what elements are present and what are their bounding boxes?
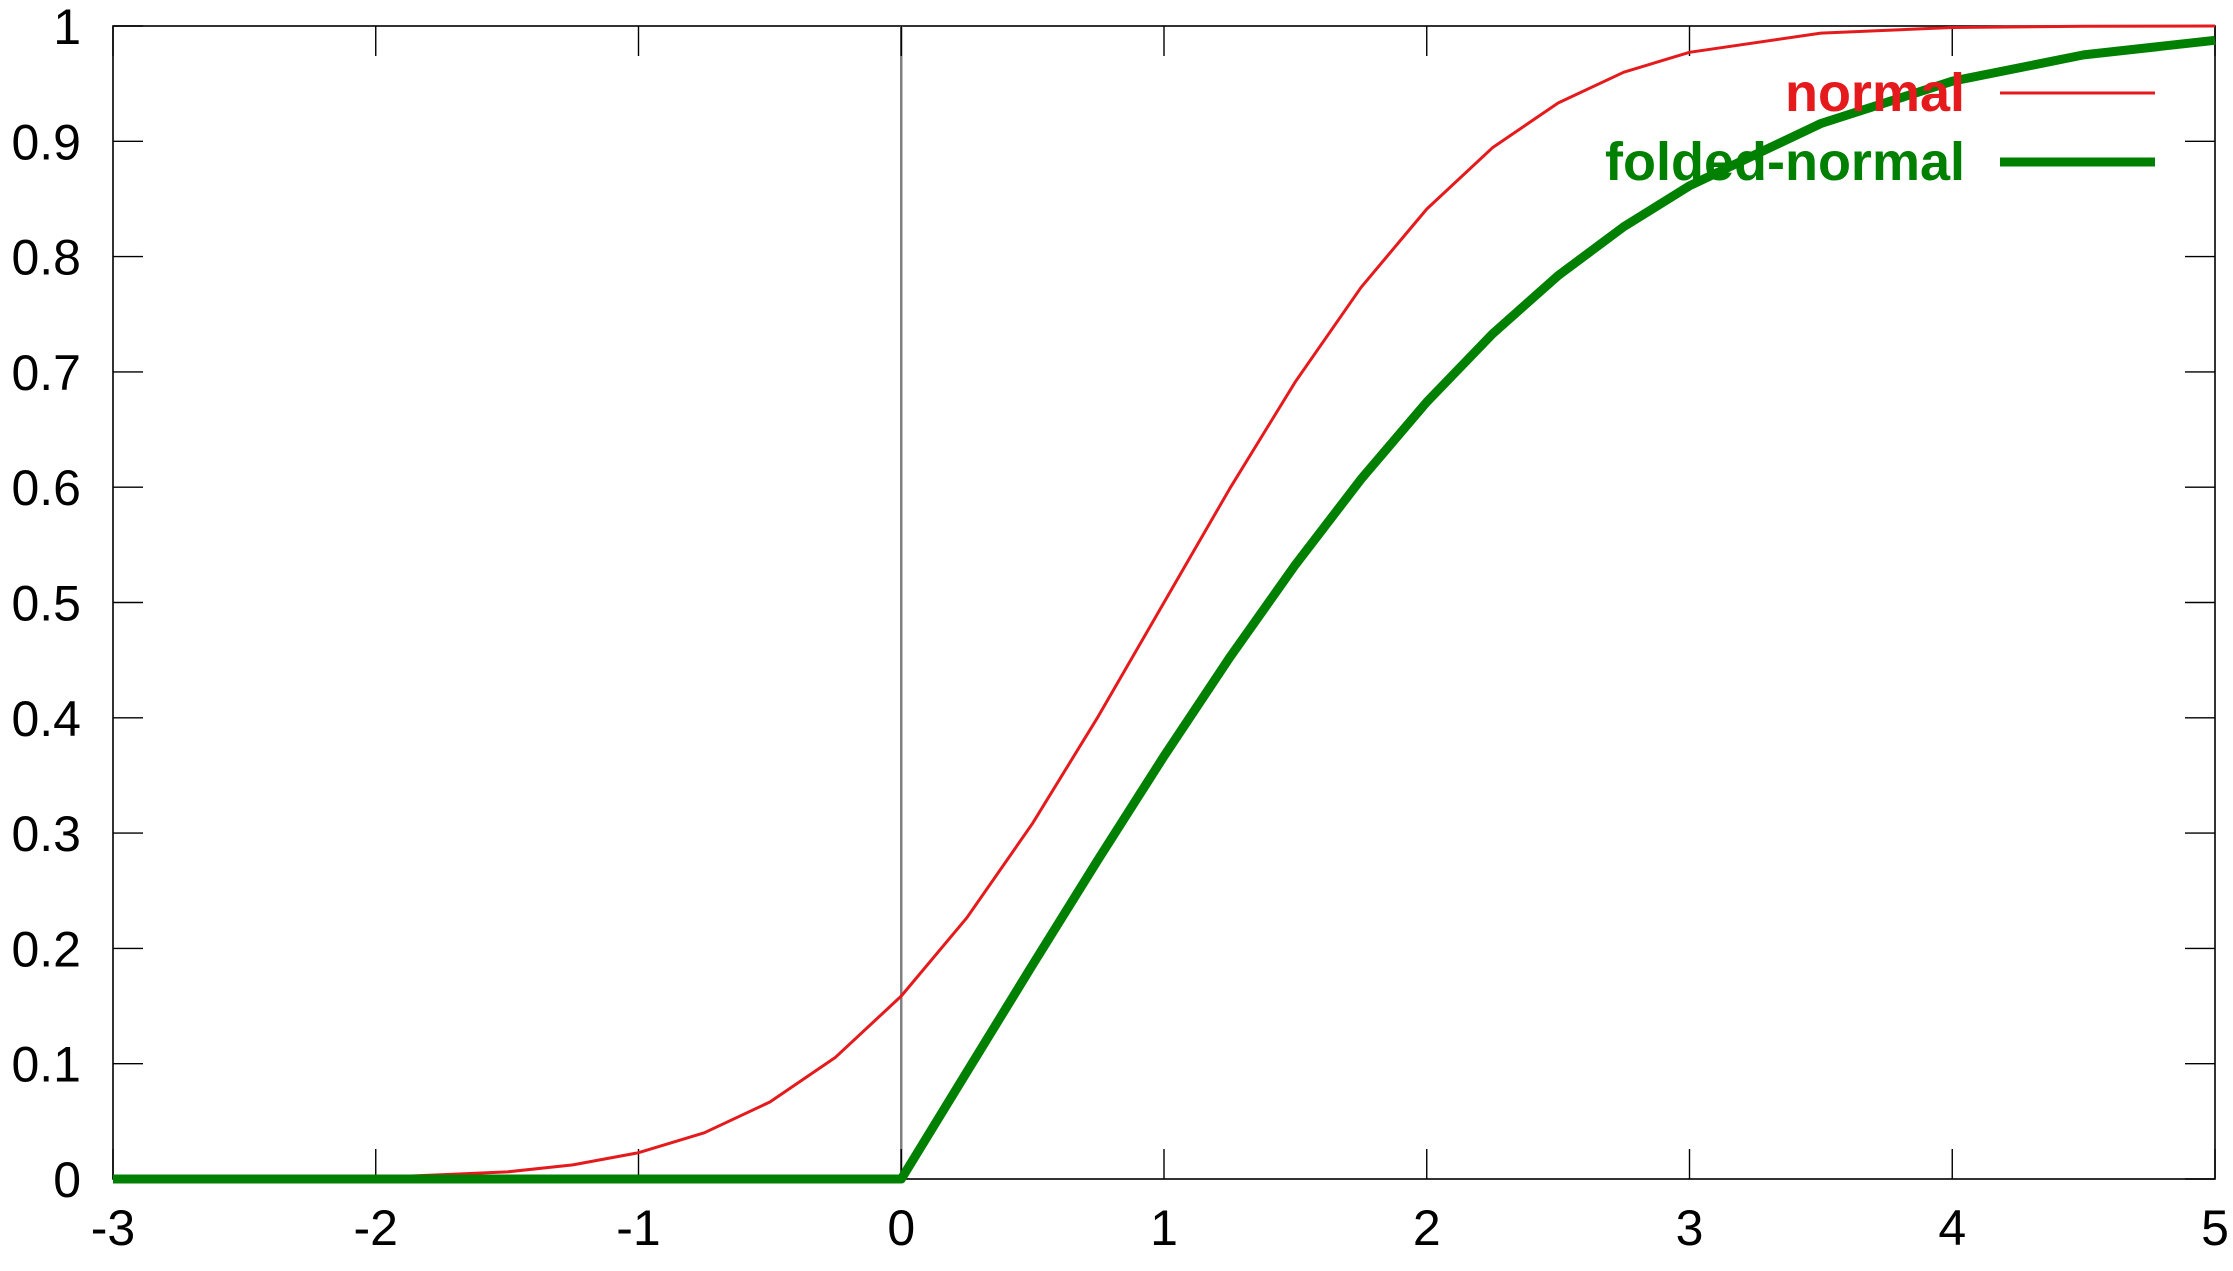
- legend-label-normal: normal: [1785, 63, 1965, 123]
- y-tick-label: 0.2: [11, 921, 81, 977]
- y-tick-label: 1: [53, 0, 81, 55]
- y-tick-label: 0: [53, 1152, 81, 1208]
- series-line-normal: [112, 24, 2216, 1181]
- x-tick-label: -3: [91, 1200, 135, 1256]
- legend: normal folded-normal: [1605, 63, 2155, 192]
- y-tick-label: 0.9: [11, 114, 81, 170]
- series-layer: [112, 24, 2216, 1184]
- y-tick-label: 0.3: [11, 806, 81, 862]
- y-tick-label: 0.5: [11, 576, 81, 632]
- x-tick-label: 0: [887, 1200, 915, 1256]
- x-tick-label: 1: [1150, 1200, 1178, 1256]
- x-tick-label: 3: [1676, 1200, 1704, 1256]
- y-tick-label: 0.6: [11, 460, 81, 516]
- y-tick-label: 0.7: [11, 345, 81, 401]
- x-tick-label: -1: [616, 1200, 660, 1256]
- x-tick-label: 4: [1938, 1200, 1966, 1256]
- y-tick-label: 0.8: [11, 230, 81, 286]
- y-tick-label: 0.4: [11, 691, 81, 747]
- axes-layer: -3 -2 -1 0 1 2 3 4 5 0 0.1 0.2 0.3 0.4 0.5 0.6 0.7 0.8 0.9…: [11, 0, 2228, 1256]
- x-tick-label: 2: [1413, 1200, 1441, 1256]
- x-tick-label: 5: [2201, 1200, 2229, 1256]
- legend-label-folded-normal: folded-normal: [1605, 132, 1965, 192]
- y-tick-label: 0.1: [11, 1037, 81, 1093]
- series-line-folded-normal: [113, 35, 2216, 1184]
- x-tick-label: -2: [354, 1200, 398, 1256]
